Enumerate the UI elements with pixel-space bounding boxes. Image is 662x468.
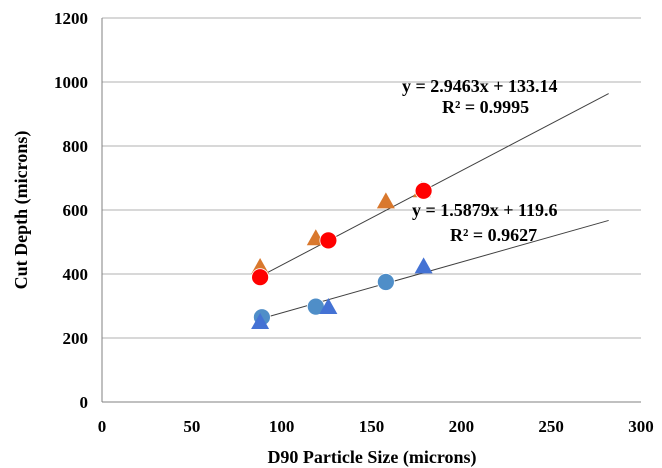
series-1-point-1 <box>319 231 338 250</box>
series-3-point-1 <box>319 298 338 314</box>
x-tick-label-1: 50 <box>183 417 200 436</box>
y-tick-label-0: 0 <box>80 393 89 412</box>
trendline-1-equation: y = 2.9463x + 133.14 <box>402 76 558 96</box>
x-tick-label-0: 0 <box>98 417 107 436</box>
y-tick-label-2: 400 <box>63 265 89 284</box>
x-tick-label-4: 200 <box>449 417 475 436</box>
trendline-2-equation: y = 1.5879x + 119.6 <box>412 200 558 220</box>
series-3-point-0 <box>251 313 270 330</box>
y-tick-labels: 0 200 400 600 800 1000 1200 <box>54 9 88 412</box>
trendline-1 <box>259 93 609 277</box>
x-tick-label-6: 300 <box>628 417 654 436</box>
y-axis-title: Cut Depth (microns) <box>11 131 32 290</box>
series-1-point-2 <box>414 181 433 200</box>
axes <box>101 18 641 403</box>
y-tick-label-3: 600 <box>63 201 89 220</box>
x-tick-label-2: 100 <box>269 417 295 436</box>
series-0-point-2 <box>376 192 395 209</box>
data-points <box>251 181 433 330</box>
x-tick-label-3: 150 <box>359 417 385 436</box>
trendline-2-r2: R² = 0.9627 <box>450 225 537 245</box>
x-axis-title: D90 Particle Size (microns) <box>267 447 476 468</box>
series-1-point-0 <box>251 268 270 287</box>
trendline-1-r2: R² = 0.9995 <box>442 97 529 117</box>
series-3-point-2 <box>414 257 433 274</box>
y-tick-label-1: 200 <box>63 329 89 348</box>
y-tick-label-6: 1200 <box>54 9 88 28</box>
series-2-point-2 <box>376 273 395 291</box>
gridlines <box>102 17 641 339</box>
x-tick-labels: 0 50 100 150 200 250 300 <box>98 417 654 436</box>
y-tick-label-4: 800 <box>63 137 89 156</box>
y-tick-label-5: 1000 <box>54 73 88 92</box>
x-tick-label-5: 250 <box>538 417 564 436</box>
